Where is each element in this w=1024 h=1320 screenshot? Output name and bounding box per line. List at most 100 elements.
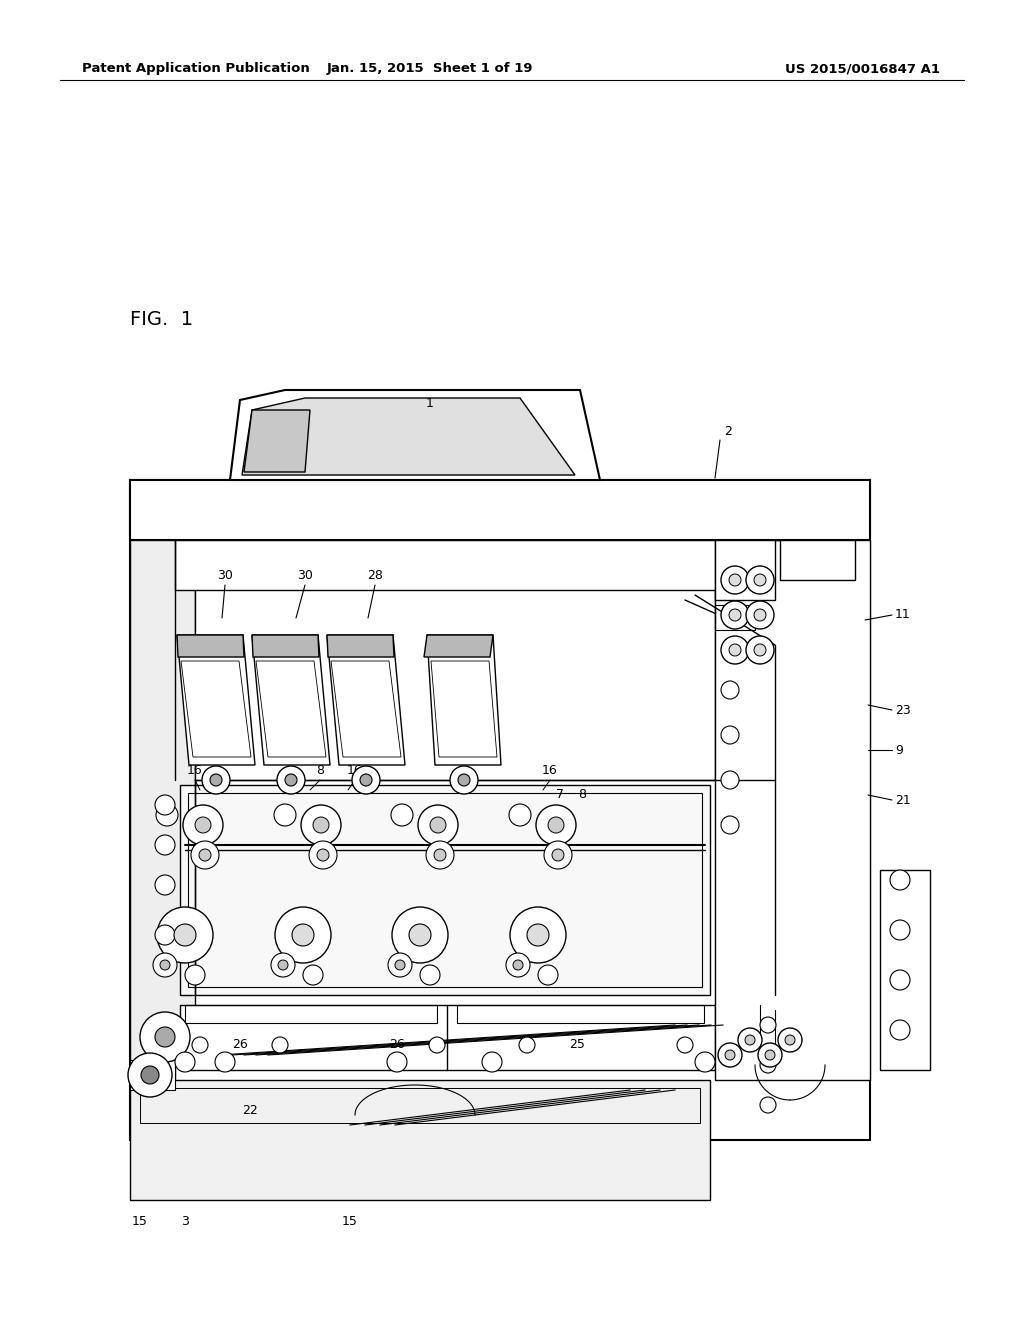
Polygon shape — [252, 635, 330, 766]
Text: 9: 9 — [895, 743, 903, 756]
Circle shape — [199, 849, 211, 861]
Circle shape — [538, 965, 558, 985]
Circle shape — [429, 1038, 445, 1053]
Text: 22: 22 — [242, 1104, 258, 1117]
Circle shape — [141, 1067, 159, 1084]
Circle shape — [278, 960, 288, 970]
Circle shape — [718, 1043, 742, 1067]
Bar — [130, 1080, 710, 1200]
Bar — [715, 540, 775, 601]
Text: 25: 25 — [569, 1039, 585, 1052]
Circle shape — [418, 805, 458, 845]
Bar — [130, 480, 870, 540]
Circle shape — [513, 960, 523, 970]
Circle shape — [153, 953, 177, 977]
Bar — [880, 870, 930, 1071]
Circle shape — [202, 766, 230, 795]
Circle shape — [729, 644, 741, 656]
Circle shape — [395, 960, 406, 970]
Text: 15: 15 — [342, 1214, 358, 1228]
Circle shape — [313, 817, 329, 833]
Circle shape — [155, 795, 175, 814]
Circle shape — [185, 965, 205, 985]
Circle shape — [760, 1097, 776, 1113]
Circle shape — [191, 841, 219, 869]
Circle shape — [536, 805, 575, 845]
Circle shape — [721, 771, 739, 789]
Polygon shape — [252, 635, 319, 657]
Text: 7: 7 — [556, 788, 564, 801]
Circle shape — [450, 766, 478, 795]
Circle shape — [754, 574, 766, 586]
Circle shape — [387, 1052, 407, 1072]
Circle shape — [721, 566, 749, 594]
Text: Jan. 15, 2015  Sheet 1 of 19: Jan. 15, 2015 Sheet 1 of 19 — [327, 62, 534, 75]
Circle shape — [746, 636, 774, 664]
Bar — [780, 540, 855, 579]
Text: 11: 11 — [895, 609, 910, 622]
Circle shape — [301, 805, 341, 845]
Circle shape — [155, 875, 175, 895]
Circle shape — [758, 1043, 782, 1067]
Circle shape — [552, 849, 564, 861]
Bar — [457, 1005, 705, 1023]
Bar — [715, 540, 870, 1080]
Text: 28: 28 — [367, 569, 383, 582]
Circle shape — [155, 1027, 175, 1047]
Text: 26: 26 — [389, 1039, 404, 1052]
Circle shape — [544, 841, 572, 869]
Bar — [180, 1005, 715, 1071]
Circle shape — [519, 1038, 535, 1053]
Circle shape — [721, 726, 739, 744]
Text: 25: 25 — [519, 1039, 535, 1052]
Circle shape — [510, 907, 566, 964]
Circle shape — [285, 774, 297, 785]
Circle shape — [729, 609, 741, 620]
Circle shape — [317, 849, 329, 861]
Circle shape — [721, 601, 749, 630]
Circle shape — [160, 960, 170, 970]
Circle shape — [195, 817, 211, 833]
Circle shape — [420, 965, 440, 985]
Circle shape — [426, 841, 454, 869]
Circle shape — [509, 804, 531, 826]
Bar — [130, 480, 870, 1140]
Text: FIG.  1: FIG. 1 — [130, 310, 194, 329]
Text: 16: 16 — [347, 764, 362, 777]
Circle shape — [745, 1035, 755, 1045]
Text: Patent Application Publication: Patent Application Publication — [82, 62, 309, 75]
Circle shape — [482, 1052, 502, 1072]
Circle shape — [388, 953, 412, 977]
Bar — [130, 1060, 175, 1090]
Polygon shape — [427, 635, 501, 766]
Text: 8: 8 — [316, 764, 324, 777]
Circle shape — [506, 953, 530, 977]
Circle shape — [695, 1052, 715, 1072]
Circle shape — [309, 841, 337, 869]
Circle shape — [746, 566, 774, 594]
Circle shape — [760, 1057, 776, 1073]
Circle shape — [193, 1038, 208, 1053]
Text: 15: 15 — [132, 1214, 147, 1228]
Circle shape — [738, 1028, 762, 1052]
Circle shape — [210, 774, 222, 785]
Circle shape — [434, 849, 446, 861]
Circle shape — [392, 907, 449, 964]
Bar — [715, 605, 755, 630]
Polygon shape — [177, 635, 244, 657]
Text: US 2015/0016847 A1: US 2015/0016847 A1 — [785, 62, 940, 75]
Text: 21: 21 — [895, 793, 910, 807]
Circle shape — [140, 1012, 190, 1063]
Circle shape — [765, 1049, 775, 1060]
Circle shape — [760, 1016, 776, 1034]
Text: 2: 2 — [724, 425, 732, 438]
Circle shape — [754, 644, 766, 656]
Circle shape — [890, 970, 910, 990]
Circle shape — [215, 1052, 234, 1072]
Polygon shape — [424, 635, 493, 657]
Circle shape — [274, 804, 296, 826]
Bar — [180, 785, 710, 995]
Circle shape — [527, 924, 549, 946]
Circle shape — [890, 1020, 910, 1040]
Circle shape — [352, 766, 380, 795]
